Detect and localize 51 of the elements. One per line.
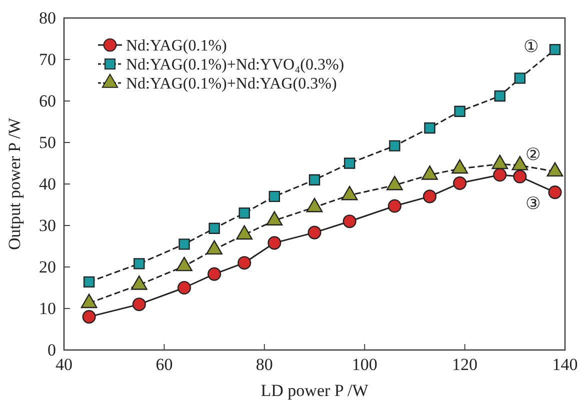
x-axis-title: LD power P /W: [260, 381, 370, 400]
x-tick-label: 120: [452, 355, 478, 374]
x-tick-label: 40: [56, 355, 72, 374]
point: [513, 170, 527, 184]
annotation: ②: [526, 144, 540, 164]
legend-label: Nd:YAG(0.1%)+Nd:YVO₄(0.3%): [126, 56, 344, 74]
point: [494, 90, 506, 102]
annotation: ③: [526, 194, 540, 213]
point: [178, 238, 190, 250]
annotation: ①: [524, 36, 538, 56]
x-tick-label: 140: [552, 355, 578, 374]
y-tick-label: 20: [39, 257, 56, 276]
y-axis-title: Output power P /W: [5, 117, 24, 250]
point: [268, 190, 280, 202]
y-tick-label: 70: [39, 50, 56, 69]
point: [308, 174, 320, 186]
point: [83, 276, 95, 288]
y-tick-label: 0: [48, 340, 56, 360]
legend-label: Nd:YAG(0.1%)+Nd:YAG(0.3%): [126, 76, 337, 93]
point: [454, 106, 466, 117]
y-tick-label: 80: [39, 8, 56, 28]
y-tick-label: 50: [39, 132, 56, 152]
y-tick-label: 30: [39, 216, 56, 235]
point: [132, 298, 146, 312]
x-tick-label: 100: [352, 355, 378, 374]
point: [453, 176, 467, 190]
point: [308, 226, 322, 240]
point: [342, 214, 356, 228]
point: [388, 199, 402, 213]
point: [238, 207, 250, 219]
point: [422, 190, 437, 204]
point: [389, 140, 400, 152]
point: [548, 186, 562, 200]
point: [134, 258, 145, 270]
x-tick-label: 60: [156, 355, 173, 374]
point: [177, 280, 192, 295]
point: [514, 72, 526, 84]
point: [549, 44, 561, 56]
y-tick-label: 10: [39, 298, 56, 318]
point: [424, 122, 436, 134]
y-tick-label: 60: [39, 91, 56, 110]
y-tick-label: 40: [39, 174, 56, 194]
point: [268, 236, 282, 250]
legend-label: Nd:YAG(0.1%): [126, 38, 227, 55]
point: [238, 256, 252, 270]
point: [208, 222, 220, 234]
x-tick-label: 80: [256, 355, 273, 374]
point: [344, 158, 356, 169]
point: [208, 267, 222, 281]
point: [82, 310, 96, 324]
point: [493, 168, 507, 182]
